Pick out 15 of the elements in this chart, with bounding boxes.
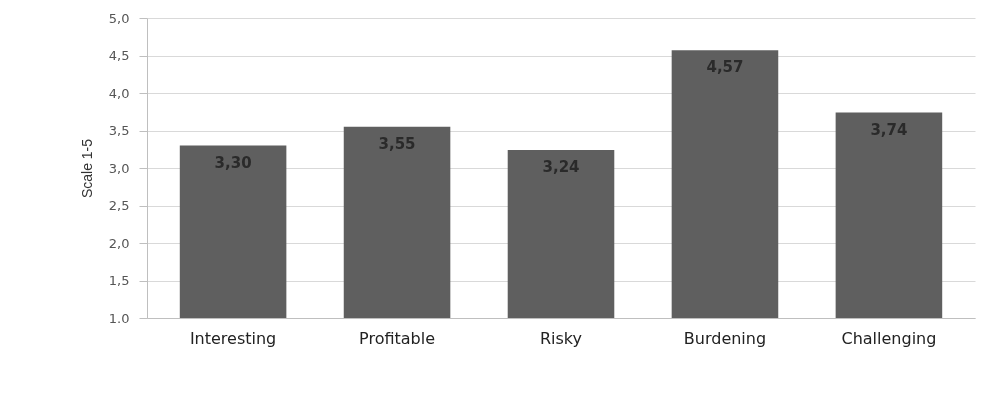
x-tick-label: Burdening [683,328,767,348]
y-axis-title: Scale 1-5 [78,138,95,199]
x-tick-label: Profitable [359,328,436,348]
x-tick-label: Challenging [841,328,937,348]
x-tick-label: Interesting [189,328,277,348]
y-tick-label: 4,0 [108,85,130,101]
y-tick-label: 2,5 [108,198,130,213]
y-tick-label: 1,5 [108,273,130,288]
y-tick-label: 2,0 [108,235,130,251]
y-tick-label: 3,5 [108,123,130,138]
y-tick-label: 5,0 [108,10,130,26]
x-tick-label: Risky [539,328,583,348]
y-tick-label: 4,5 [108,48,130,63]
y-tick-label: 1.0 [108,310,130,326]
y-tick-label: 3,0 [108,160,130,176]
